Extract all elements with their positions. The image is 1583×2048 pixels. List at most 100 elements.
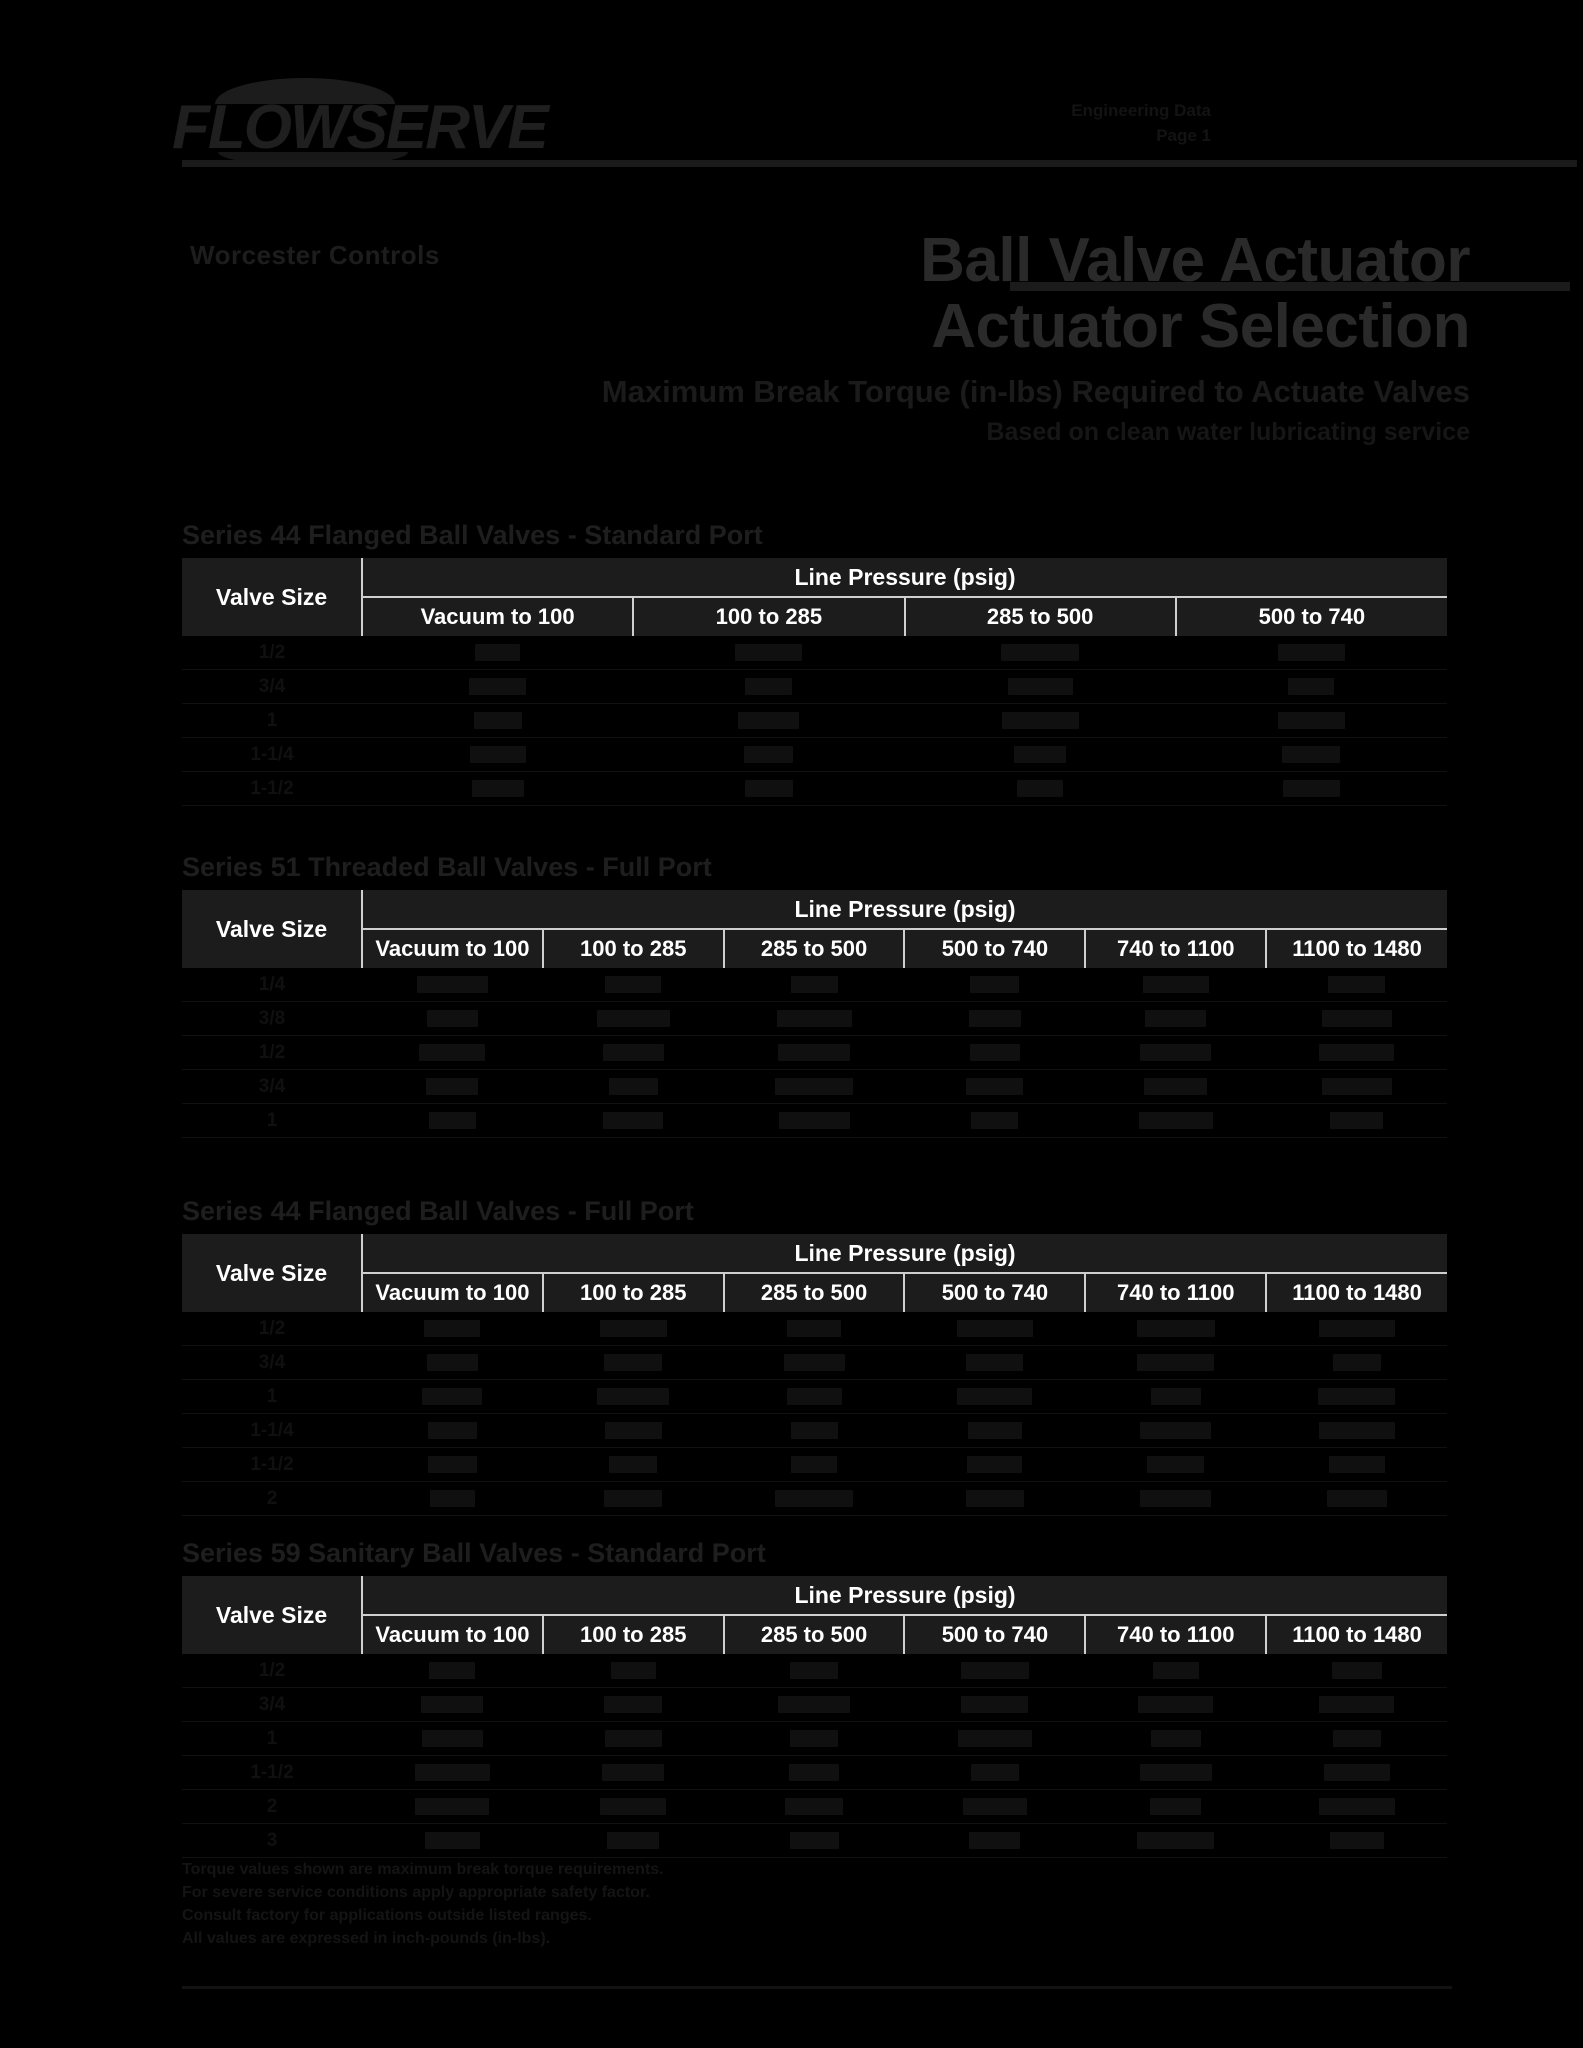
table-header-row-group: Valve Size Line Pressure (psig) [182, 1234, 1447, 1273]
cell-torque-value [904, 1824, 1085, 1858]
table-row: 1-1/4 [182, 738, 1447, 772]
cell-torque-value [362, 738, 633, 772]
section-heading: Series 59 Sanitary Ball Valves - Standar… [182, 1538, 1447, 1568]
obscured-value [1144, 1078, 1207, 1095]
cell-torque-value [1266, 968, 1447, 1002]
obscured-value [961, 1696, 1028, 1713]
cell-torque-value [1085, 1654, 1266, 1688]
obscured-value [1140, 1422, 1211, 1439]
cell-torque-value [543, 1654, 724, 1688]
cell-torque-value [1266, 1002, 1447, 1036]
obscured-value [1333, 1730, 1381, 1747]
table-row: 3/4 [182, 1688, 1447, 1722]
footnote-line: Torque values shown are maximum break to… [182, 1858, 1452, 1881]
obscured-value [791, 976, 838, 993]
obscured-value [1333, 1354, 1381, 1371]
obscured-value [790, 1832, 839, 1849]
cell-torque-value [1266, 1756, 1447, 1790]
column-header-valve-size: Valve Size [182, 890, 362, 968]
obscured-value [963, 1798, 1027, 1815]
obscured-value [604, 1490, 662, 1507]
cell-torque-value [362, 1070, 543, 1104]
obscured-value [424, 1320, 480, 1337]
torque-table: Valve Size Line Pressure (psig) Vacuum to … [182, 558, 1447, 806]
obscured-value [427, 1010, 478, 1027]
obscured-value [1151, 1730, 1201, 1747]
cell-torque-value [362, 704, 633, 738]
obscured-value [957, 1388, 1032, 1405]
obscured-value [1319, 1422, 1395, 1439]
cell-torque-value [1266, 1104, 1447, 1138]
cell-torque-value [362, 1688, 543, 1722]
obscured-value [1278, 712, 1345, 729]
column-header-pressure-range: 1100 to 1480 [1266, 1615, 1447, 1654]
cell-torque-value [543, 1722, 724, 1756]
table-section-3: Series 44 Flanged Ball Valves - Full Por… [182, 1196, 1447, 1516]
obscured-value [469, 678, 526, 695]
cell-torque-value [1085, 1824, 1266, 1858]
column-header-pressure-range: 1100 to 1480 [1266, 1273, 1447, 1312]
cell-torque-value [362, 636, 633, 670]
obscured-value [1319, 1320, 1395, 1337]
cell-torque-value [543, 1070, 724, 1104]
cell-torque-value [1085, 1448, 1266, 1482]
cell-torque-value [904, 1654, 1085, 1688]
cell-torque-value [724, 1380, 905, 1414]
obscured-value [472, 780, 524, 797]
page-subtitle-1: Maximum Break Torque (in-lbs) Required t… [0, 370, 1470, 414]
obscured-value [1332, 1662, 1382, 1679]
column-header-line-pressure: Line Pressure (psig) [362, 890, 1447, 929]
table-row: 1/2 [182, 1654, 1447, 1688]
obscured-value [790, 1662, 838, 1679]
page-title-line-2: Actuator Selection [0, 294, 1470, 360]
table-section-1: Series 44 Flanged Ball Valves - Standard… [182, 520, 1447, 806]
obscured-value [1138, 1696, 1213, 1713]
cell-valve-size: 1-1/2 [182, 1756, 362, 1790]
cell-torque-value [633, 738, 904, 772]
column-header-pressure-range: Vacuum to 100 [362, 597, 633, 636]
cell-valve-size: 1/2 [182, 1312, 362, 1346]
obscured-value [775, 1078, 853, 1095]
obscured-value [474, 712, 522, 729]
cell-torque-value [724, 1448, 905, 1482]
obscured-value [1145, 1010, 1206, 1027]
torque-table: Valve Size Line Pressure (psig) Vacuum to … [182, 890, 1447, 1138]
cell-torque-value [1266, 1070, 1447, 1104]
obscured-value [738, 712, 799, 729]
document-header: FLOWSERVE Engineering Data Page 1 [0, 0, 1583, 210]
obscured-value [1327, 1490, 1387, 1507]
obscured-value [966, 1078, 1023, 1095]
table-section-2: Series 51 Threaded Ball Valves - Full Po… [182, 852, 1447, 1138]
cell-torque-value [724, 1756, 905, 1790]
obscured-value [777, 1010, 852, 1027]
cell-torque-value [1176, 772, 1447, 806]
doc-meta-line-1: Engineering Data [1071, 98, 1211, 123]
cell-torque-value [724, 1036, 905, 1070]
cell-torque-value [724, 1790, 905, 1824]
cell-torque-value [1266, 1036, 1447, 1070]
cell-valve-size: 3 [182, 1824, 362, 1858]
cell-torque-value [904, 1448, 1085, 1482]
obscured-value [1283, 780, 1340, 797]
table-row: 1 [182, 1380, 1447, 1414]
column-header-line-pressure: Line Pressure (psig) [362, 1576, 1447, 1615]
cell-torque-value [724, 968, 905, 1002]
cell-torque-value [633, 772, 904, 806]
cell-torque-value [724, 1414, 905, 1448]
obscured-value [605, 1730, 662, 1747]
cell-torque-value [362, 1002, 543, 1036]
cell-torque-value [362, 1790, 543, 1824]
obscured-value [787, 1388, 842, 1405]
obscured-value [787, 1320, 841, 1337]
cell-torque-value [1176, 704, 1447, 738]
obscured-value [611, 1662, 656, 1679]
obscured-value [1322, 1078, 1392, 1095]
cell-valve-size: 1-1/4 [182, 1414, 362, 1448]
table-row: 1-1/2 [182, 1448, 1447, 1482]
cell-torque-value [1085, 1756, 1266, 1790]
obscured-value [605, 1422, 662, 1439]
obscured-value [1140, 1044, 1211, 1061]
obscured-value [427, 1354, 478, 1371]
table-row: 1 [182, 704, 1447, 738]
obscured-value [603, 1112, 663, 1129]
